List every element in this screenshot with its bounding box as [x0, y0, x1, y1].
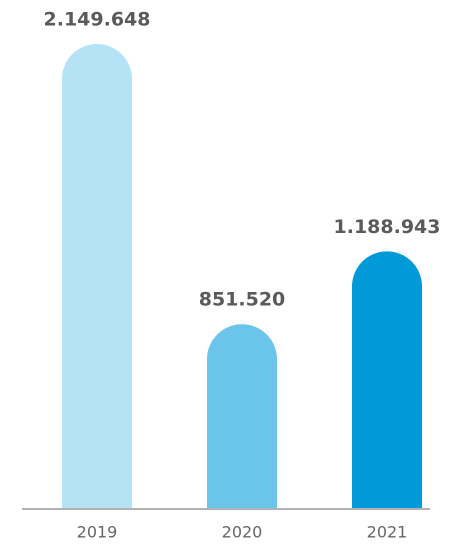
x-tick-label: 2019 [77, 523, 118, 542]
bar [62, 44, 132, 508]
x-tick-label: 2020 [222, 523, 263, 542]
bar [207, 324, 277, 508]
value-label: 851.520 [199, 289, 286, 311]
bar [352, 251, 422, 509]
value-label: 1.188.943 [334, 216, 441, 238]
value-label: 2.149.648 [44, 9, 151, 31]
x-tick-label: 2021 [367, 523, 408, 542]
